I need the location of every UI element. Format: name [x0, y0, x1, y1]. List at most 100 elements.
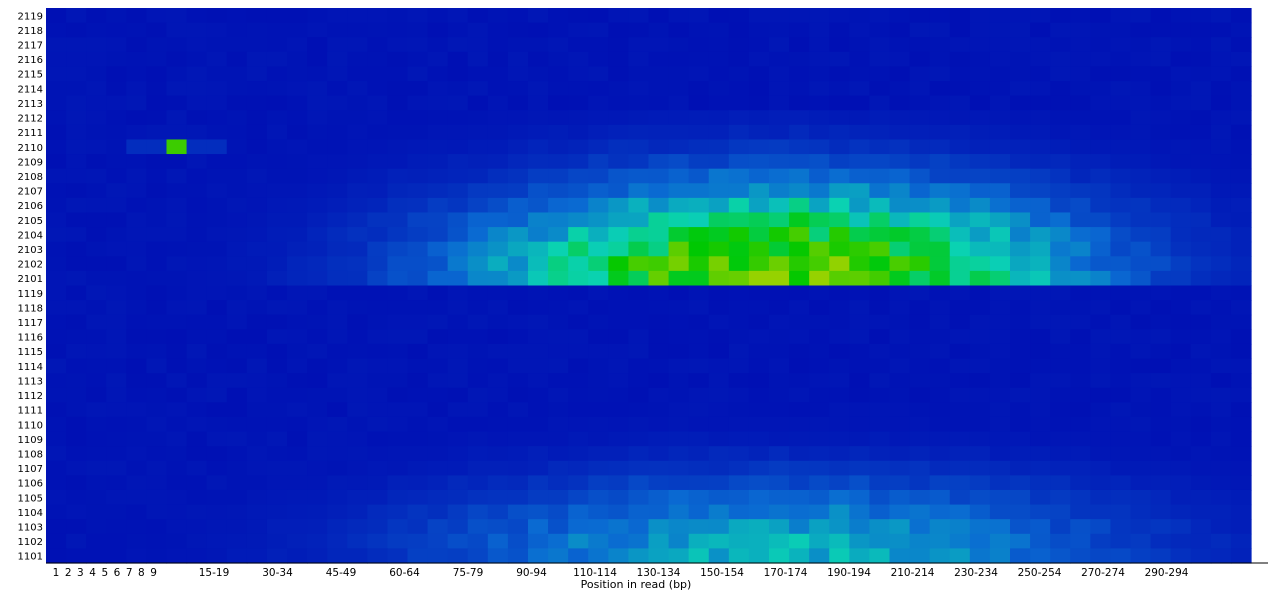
heatmap-cell — [246, 402, 268, 418]
heatmap-cell — [1070, 387, 1091, 403]
heatmap-cell — [688, 241, 710, 257]
heatmap-cell — [387, 489, 409, 506]
heatmap-cell — [608, 489, 630, 506]
heatmap-cell — [46, 183, 67, 199]
heatmap-cell — [487, 504, 509, 520]
heatmap-cell — [829, 475, 850, 491]
heatmap-cell — [387, 270, 409, 287]
heatmap-cell — [849, 387, 871, 403]
heatmap-cell — [829, 37, 850, 53]
heatmap-cell — [46, 197, 67, 214]
heatmap-cell — [1090, 168, 1112, 184]
heatmap-cell — [688, 314, 710, 330]
heatmap-cell — [829, 270, 850, 287]
heatmap-cell — [307, 95, 328, 111]
heatmap-cell — [528, 460, 549, 476]
heatmap-cell — [146, 416, 168, 433]
heatmap-cell — [869, 197, 891, 214]
heatmap-cell — [407, 51, 429, 68]
heatmap-cell — [628, 446, 650, 462]
heatmap-cell — [427, 197, 449, 214]
heatmap-cell — [427, 227, 449, 243]
heatmap-cell — [307, 124, 328, 141]
heatmap-cell — [608, 37, 630, 53]
heatmap-cell — [829, 183, 850, 199]
heatmap-cell — [1030, 285, 1051, 301]
heatmap-cell — [387, 343, 409, 360]
heatmap-cell — [909, 227, 931, 243]
heatmap-cell — [1070, 124, 1091, 141]
heatmap-cell — [869, 329, 891, 345]
heatmap-cell — [327, 22, 348, 38]
heatmap-cell — [287, 66, 308, 82]
heatmap-cell — [246, 154, 268, 170]
heatmap-cell — [427, 460, 449, 476]
heatmap-cell — [1190, 329, 1212, 345]
heatmap-cell — [507, 66, 529, 82]
heatmap-cell — [86, 416, 107, 433]
heatmap-cell — [949, 8, 971, 24]
heatmap-cell — [327, 402, 348, 418]
heatmap-cell — [1150, 51, 1172, 68]
heatmap-cell — [708, 519, 730, 535]
heatmap-cell — [1230, 446, 1252, 462]
heatmap-cell — [1230, 124, 1252, 141]
heatmap-cell — [327, 212, 348, 228]
heatmap-cell — [1150, 168, 1172, 184]
heatmap-cell — [769, 548, 790, 564]
heatmap-cell — [969, 373, 991, 389]
heatmap-cell — [126, 475, 148, 491]
heatmap-cell — [1230, 95, 1252, 111]
heatmap-cell — [929, 475, 951, 491]
heatmap-cell — [608, 475, 630, 491]
x-tick-label: 290-294 — [1145, 567, 1189, 579]
heatmap-cell — [507, 431, 529, 447]
heatmap-cell — [829, 197, 850, 214]
heatmap-cell — [949, 475, 971, 491]
heatmap-cell — [648, 314, 670, 330]
heatmap-cell — [889, 37, 911, 53]
heatmap-cell — [708, 51, 730, 68]
heatmap-cell — [1170, 256, 1192, 272]
heatmap-cell — [307, 256, 328, 272]
heatmap-cell — [668, 548, 690, 564]
heatmap-cell — [708, 256, 730, 272]
heatmap-cell — [246, 256, 268, 272]
heatmap-cell — [106, 22, 127, 38]
heatmap-cell — [347, 416, 368, 433]
heatmap-cell — [608, 358, 630, 374]
heatmap-cell — [206, 51, 228, 68]
heatmap-cell — [688, 446, 710, 462]
heatmap-cell — [809, 533, 830, 549]
heatmap-cell — [1170, 533, 1192, 549]
heatmap-cell — [789, 285, 810, 301]
heatmap-cell — [447, 533, 469, 549]
heatmap-cell — [748, 446, 770, 462]
heatmap-cell — [909, 37, 931, 53]
heatmap-cell — [1210, 504, 1232, 520]
heatmap-cell — [1210, 300, 1232, 316]
heatmap-cell — [106, 168, 127, 184]
heatmap-cell — [126, 22, 148, 38]
heatmap-cell — [1030, 124, 1051, 141]
heatmap-cell — [487, 460, 509, 476]
heatmap-cell — [246, 343, 268, 360]
heatmap-cell — [829, 66, 850, 82]
heatmap-cell — [327, 124, 348, 141]
heatmap-cell — [588, 37, 609, 53]
heatmap-cell — [909, 183, 931, 199]
heatmap-cell — [467, 22, 489, 38]
heatmap-cell — [1070, 256, 1091, 272]
heatmap-cell — [1110, 416, 1132, 433]
heatmap-cell — [568, 416, 589, 433]
heatmap-cell — [748, 256, 770, 272]
heatmap-cell — [789, 197, 810, 214]
heatmap-cell — [769, 460, 790, 476]
heatmap-cell — [367, 22, 389, 38]
heatmap-cell — [1090, 519, 1112, 535]
heatmap-cell — [186, 22, 208, 38]
heatmap-cell — [1030, 533, 1051, 549]
heatmap-cell — [146, 95, 168, 111]
heatmap-cell — [969, 227, 991, 243]
heatmap-cell — [166, 81, 188, 97]
